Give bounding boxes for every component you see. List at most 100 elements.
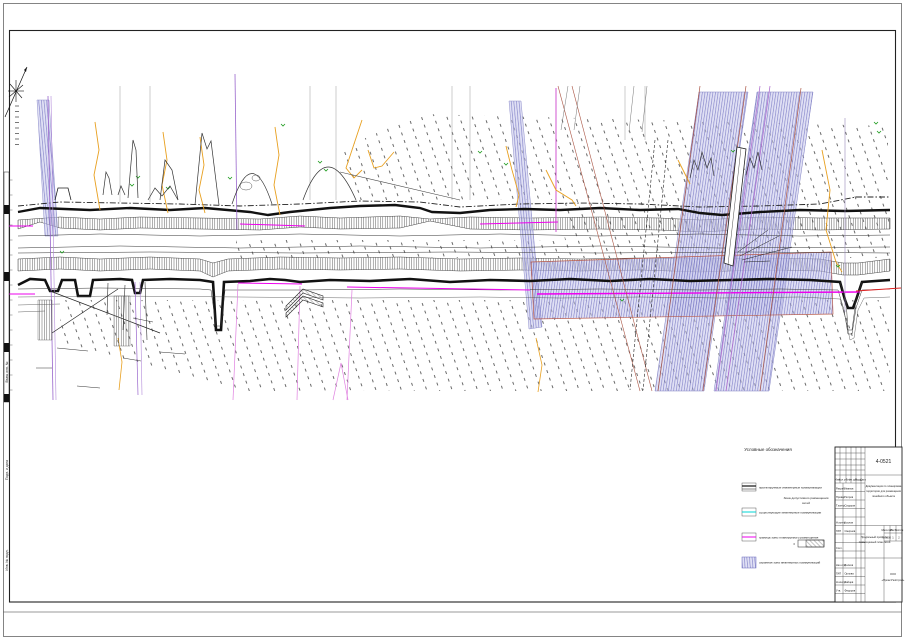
hdr-list: Лист [846,478,852,482]
km-bar-seg-3 [4,343,9,352]
inner-frame [8,29,897,603]
row-role-0: Разраб. [836,487,846,491]
hill-blob-2 [251,174,261,182]
brown-diag-1 [657,85,701,392]
row-name-11: Зайцев [845,580,854,584]
orange-8 [677,159,691,185]
crossing-band [723,146,747,267]
legend-item-4: охранная зона инженерных коммуникаций [741,556,820,569]
veg-marks [59,121,882,302]
brown-diag-3 [759,87,802,392]
top-diag-2 [573,85,581,131]
legend-note-line1: Зона допустимого размещения [784,496,829,500]
violet-3 [234,73,238,231]
top-diag-4 [641,85,648,133]
legend-note-line2: сетей [802,501,810,505]
cross-line-1 [49,290,161,334]
legend-label-3: граница зоны планируемого размещения [759,536,819,540]
main-line-lower [17,277,891,332]
legend-item-1: проектируемые инженерные коммуникации [741,482,822,492]
hdr-ndok: № док. [849,479,858,482]
lmagenta-3 [346,289,353,401]
orange-9 [821,149,843,273]
legend-symbol-projected-lines [741,482,757,492]
chevron-outer [285,288,324,311]
legend-item-3: граница зоны планируемого размещения [741,532,819,542]
ground-seg-1 [56,347,89,352]
scalebar-hatched-part [805,539,825,548]
corridor-upper-hatch [17,215,891,233]
protection-zone-horizontal [530,251,834,320]
orange-5b [367,149,395,169]
legend-item-2: существующие инженерные коммуникации [741,507,821,517]
km-bar-seg-1 [4,205,9,214]
row-name-2: Сидоров [845,504,856,508]
orange-4 [273,126,281,216]
hill-slope-line [339,171,461,201]
jagged-2 [745,151,763,176]
doc-name-line2: Совмещенный план сетей [859,540,891,544]
row-name-4: Козлов [845,521,854,525]
company-line1: ООО [890,572,896,576]
ground-seg-4 [132,317,154,323]
violet-5 [134,281,139,396]
company-line2: «ПроектГазСтрой» [882,578,905,582]
hill-spike-1 [102,170,113,196]
row-role-4: Н.контр. [836,521,846,525]
row-name-1: Петров [845,495,854,499]
thin-line-u1 [17,233,891,237]
violet-1 [47,95,54,401]
top-diag-3 [628,85,635,133]
purple-diag-1 [715,85,761,392]
row-name-9: Волков [845,563,854,567]
orange-2 [161,131,169,214]
lmagenta-2 [296,285,301,401]
doc-code: 4-0521 [876,459,892,465]
orange-10 [535,337,543,393]
sheet-frame [3,3,902,637]
plan-profile-graphics [3,66,902,403]
purple-diag-2 [725,85,771,392]
drip-2 [144,281,148,341]
hill-jagged [147,185,179,201]
margin-label-2: Подп. и дата [5,460,9,480]
magenta-b1 [237,282,303,285]
brown-diag-5 [571,85,653,392]
top-diag-1 [560,85,569,131]
doc-name-line1: Продольный профиль. [861,535,889,539]
title-block: 4-0521 Изм. Кол.уч. Лист № док. Подп. Да… [834,446,905,603]
orange-6 [505,145,520,208]
mini-hdr-sheet: Лист [890,528,896,532]
lmagenta-spike [332,362,349,401]
ground-wall-2 [37,299,53,341]
crossing-fan-1 [739,235,780,257]
jagged-1 [689,150,715,179]
margin-labels: Взам. инв. № Подп. и дата Инв. № подл. [5,361,9,570]
crossing-fan-3 [737,229,769,253]
row-role-9: Нач.отд. [836,563,846,567]
row-role-7: Согл. [836,546,843,550]
hill-spike-2 [117,185,126,196]
main-line-upper [17,203,891,217]
hdr-izm: Изм. [835,478,841,482]
row-name-10: Орлова [845,572,855,576]
row-role-2: Т.контр. [836,504,846,508]
legend-label-1: проектируемые инженерные коммуникации [759,486,822,490]
magenta-b3 [536,291,861,295]
cross-line-2 [51,288,119,334]
row-role-5: ГИП [836,529,841,533]
thin-line-b1 [17,287,891,335]
mini-val-sheets: 2 [898,536,900,540]
mini-val-scale: 1:1000 [883,536,891,540]
mini-val-sheet: 1 [892,536,894,540]
hdr-koluch: Кол.уч. [839,478,848,482]
brown-diag-4 [557,85,641,392]
legend-title: Условные обозначения [744,447,792,452]
hill-spike-3 [127,139,139,199]
thin-line-u2 [17,245,891,249]
row-role-1: Провер. [836,495,846,499]
hill-tall [194,132,220,206]
protection-zone-left [36,99,59,237]
